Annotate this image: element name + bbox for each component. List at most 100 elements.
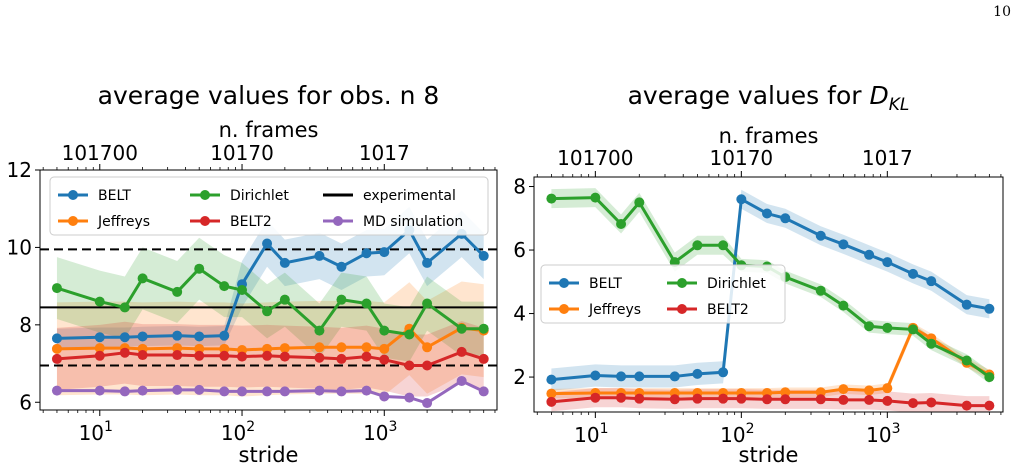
y-tick-label: 8 (19, 313, 32, 337)
point-dirichlet (718, 240, 729, 251)
point-belt (908, 268, 919, 279)
point-dirichlet (379, 325, 390, 336)
plot-frame (39, 169, 498, 411)
point-jeffreys (815, 387, 826, 398)
point-dirichlet (882, 322, 893, 333)
y-tick-label: 2 (513, 365, 526, 389)
point-jeffreys (882, 383, 893, 394)
point-jeffreys (51, 343, 62, 354)
legend-box (540, 264, 786, 324)
x-tick-label: 101 (574, 421, 608, 447)
x-tick-label: 103 (363, 419, 397, 445)
legend-marker (559, 278, 569, 288)
point-belt (838, 239, 849, 250)
band-jeffreys (56, 281, 484, 397)
point-md-simulation (237, 386, 248, 397)
legend-label: BELT (589, 276, 622, 292)
legend-item-md-simulation: MD simulation (323, 214, 463, 230)
point-belt2 (404, 360, 415, 371)
point-belt2 (456, 346, 467, 357)
point-belt (590, 370, 601, 381)
point-jeffreys (838, 384, 849, 395)
y-tick-label: 6 (513, 238, 526, 262)
point-dirichlet (838, 300, 849, 311)
legend-marker (68, 190, 78, 200)
point-dirichlet (119, 302, 130, 313)
point-md-simulation (314, 385, 325, 396)
point-belt2 (718, 393, 729, 404)
point-jeffreys (219, 343, 230, 354)
legend-item-belt: BELT (58, 188, 131, 204)
point-belt (172, 330, 183, 341)
page-number: 10 (993, 4, 1011, 20)
legend-item-belt: BELT (549, 276, 622, 292)
point-md-simulation (422, 398, 433, 409)
band-belt (56, 206, 484, 349)
line-dirichlet (56, 266, 484, 337)
point-belt (736, 194, 747, 205)
point-belt (780, 213, 791, 224)
plot-frame (533, 176, 1004, 413)
point-belt2 (616, 392, 627, 403)
point-md-simulation (119, 386, 130, 397)
plot-area (40, 206, 497, 409)
x-tick-label: 101 (79, 419, 113, 445)
legend-label: Dirichlet (230, 188, 289, 204)
point-belt (478, 250, 489, 261)
point-belt2 (669, 394, 680, 405)
point-dirichlet (478, 323, 489, 334)
point-dirichlet (219, 281, 230, 292)
point-belt (546, 374, 557, 385)
legend: BELT Jeffreys Dirichlet BELT2 (540, 264, 786, 324)
point-dirichlet (908, 324, 919, 335)
series-belt2 (546, 392, 995, 411)
point-belt (119, 332, 130, 343)
point-belt (926, 276, 937, 287)
legend-label: BELT2 (230, 214, 272, 230)
legend-label: BELT (98, 188, 131, 204)
point-dirichlet (137, 273, 148, 284)
series-belt2 (51, 346, 489, 371)
point-belt2 (546, 396, 557, 407)
point-belt2 (51, 353, 62, 364)
chart-2: 2 4 6 8 101 101700 102 10170 103 1017 stride n. fra… (513, 81, 1004, 467)
point-dirichlet (422, 298, 433, 309)
x-tick-label: 102 (720, 421, 754, 447)
point-belt (422, 257, 433, 268)
x-top-tick-label: 101700 (557, 146, 633, 170)
point-belt (616, 371, 627, 382)
point-belt2 (361, 351, 372, 362)
point-md-simulation (456, 375, 467, 386)
point-belt2 (590, 392, 601, 403)
point-md-simulation (279, 386, 290, 397)
point-belt (634, 371, 645, 382)
point-dirichlet (336, 294, 347, 305)
point-belt (379, 247, 390, 258)
point-dirichlet (314, 325, 325, 336)
point-md-simulation (51, 385, 62, 396)
point-dirichlet (237, 285, 248, 295)
point-md-simulation (219, 386, 230, 397)
point-md-simulation (172, 384, 183, 395)
point-dirichlet (926, 338, 937, 349)
legend-label: MD simulation (363, 214, 463, 230)
series-md-simulation (51, 375, 489, 409)
point-belt (219, 330, 230, 341)
point-md-simulation (262, 386, 273, 397)
legend: BELT Jeffreys Dirichlet BELT2 experimental MD… (49, 176, 489, 236)
point-dirichlet (172, 286, 183, 297)
legend-marker (200, 190, 210, 200)
point-belt (314, 250, 325, 261)
point-md-simulation (361, 385, 372, 396)
point-belt2 (882, 395, 893, 406)
legend-marker (200, 216, 210, 226)
point-belt (137, 331, 148, 342)
point-belt (336, 261, 347, 272)
point-belt2 (984, 400, 995, 411)
point-md-simulation (194, 384, 205, 395)
x-top-tick-label: 10170 (710, 146, 774, 170)
top-axis-label: n. frames (719, 124, 819, 148)
point-jeffreys (336, 342, 347, 353)
legend-item-belt2: BELT2 (667, 302, 749, 318)
